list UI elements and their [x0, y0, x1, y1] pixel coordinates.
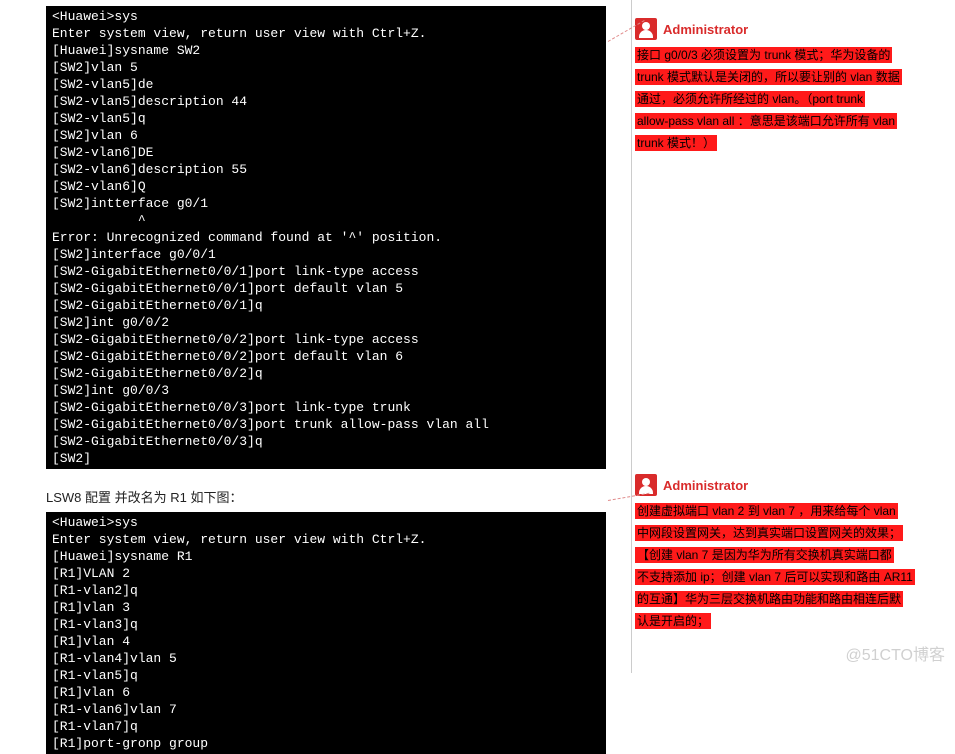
comment-author: Administrator [663, 22, 748, 37]
terminal-sw2: <Huawei>sys Enter system view, return us… [46, 6, 606, 469]
highlight-text: allow-pass vlan all ：意思是该端口允许所有 vlan [635, 113, 897, 129]
highlight-text: 通过，必须允许所经过的 vlan。（port trunk [635, 91, 865, 107]
caption-lsw8: LSW8 配置 并改名为 R1 如下图： [46, 487, 625, 506]
comment-0: Administrator 接口 g0/0/3 必须设置为 trunk 模式；华为… [635, 18, 915, 154]
highlight-text: 接口 g0/0/3 必须设置为 trunk 模式；华为设备的 [635, 47, 892, 63]
highlight-text: 创建虚拟端口 vlan 2 到 vlan 7 ，用来给每个 vlan [635, 503, 898, 519]
highlight-text: 【创建 vlan 7 是因为华为所有交换机真实端口都 [635, 547, 894, 563]
highlight-text: trunk 模式！） [635, 135, 717, 151]
highlight-text: trunk 模式默认是关闭的，所以要让别的 vlan 数据 [635, 69, 902, 85]
comment-body: 接口 g0/0/3 必须设置为 trunk 模式；华为设备的 trunk 模式默认… [635, 44, 915, 154]
comment-1: Administrator 创建虚拟端口 vlan 2 到 vlan 7 ，用来给… [635, 474, 915, 632]
comment-header: Administrator [635, 18, 915, 40]
watermark: @51CTO博客 [845, 641, 945, 665]
comment-author: Administrator [663, 478, 748, 493]
highlight-text: 中网段设置网关，达到真实端口设置网关的效果； [635, 525, 903, 541]
terminal-r1: <Huawei>sys Enter system view, return us… [46, 512, 606, 754]
comment-body: 创建虚拟端口 vlan 2 到 vlan 7 ，用来给每个 vlan 中网段设置网… [635, 500, 915, 632]
highlight-text: 的互通】华为三层交换机路由功能和路由相连后默 [635, 591, 903, 607]
comments-column: Administrator 接口 g0/0/3 必须设置为 trunk 模式；华为… [625, 0, 945, 673]
highlight-text: 不支持添加 ip；创建 vlan 7 后可以实现和路由 AR11 [635, 569, 915, 585]
highlight-text: 认是开启的； [635, 613, 711, 629]
comment-header: Administrator [635, 474, 915, 496]
avatar-icon [635, 18, 657, 40]
